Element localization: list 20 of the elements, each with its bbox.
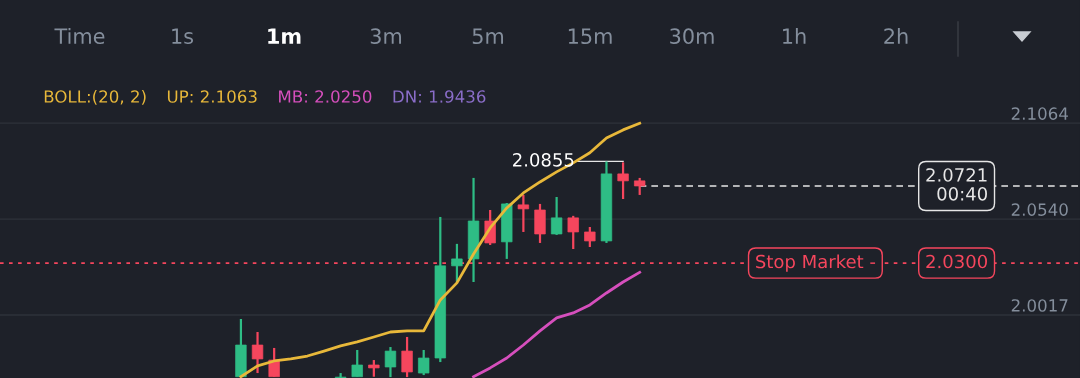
text: MB: 2.0250 xyxy=(279,90,372,103)
legend-label: DN: 1.9436 xyxy=(393,90,486,103)
annotation: 1m xyxy=(268,28,301,44)
y-tick-label: 2.0017 xyxy=(1011,299,1068,312)
annotation: 1s xyxy=(172,28,194,45)
ref-line-label: Stop Market - xyxy=(756,254,876,272)
annotation: 1h xyxy=(783,27,806,44)
annotation: 15m xyxy=(568,28,612,45)
legend-title: BOLL:(20, 2) xyxy=(44,89,146,105)
annotation: 2.0300 xyxy=(926,254,987,269)
annotation: 2.0721 00:40 xyxy=(926,168,987,201)
annotation: 2h xyxy=(884,27,908,44)
annotation: 5m xyxy=(472,28,504,45)
annotation: Time xyxy=(54,27,105,45)
annotation: 30m xyxy=(670,28,714,45)
text: UP: 2.1063 xyxy=(167,90,257,103)
annotation: 2.0855 xyxy=(513,153,574,167)
y-tick-label: 2.1064 xyxy=(1011,107,1068,120)
y-tick-label: 2.0540 xyxy=(1011,203,1068,216)
annotation: 3m xyxy=(370,28,402,45)
